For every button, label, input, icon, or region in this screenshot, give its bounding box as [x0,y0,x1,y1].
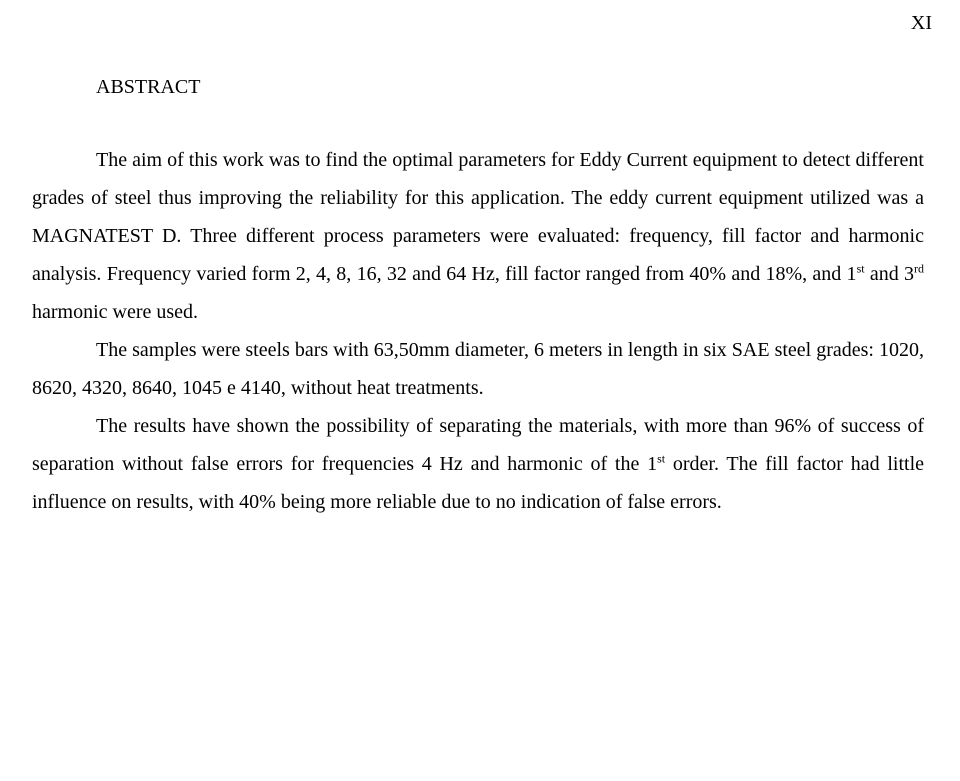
abstract-heading: ABSTRACT [32,76,924,99]
ordinal-sup-st-2: st [657,451,665,465]
paragraph-1-text-b: and 3 [865,263,914,285]
document-page: XI ABSTRACT The aim of this work was to … [0,0,960,781]
ordinal-sup-st: st [857,261,865,275]
ordinal-sup-rd: rd [914,261,924,275]
paragraph-3: The results have shown the possibility o… [32,407,924,521]
page-number: XI [911,12,932,35]
paragraph-2: The samples were steels bars with 63,50m… [32,331,924,407]
abstract-body: The aim of this work was to find the opt… [32,141,924,521]
paragraph-1-text-c: harmonic were used. [32,301,198,323]
paragraph-1-text-a: The aim of this work was to find the opt… [32,149,924,285]
paragraph-1: The aim of this work was to find the opt… [32,141,924,331]
